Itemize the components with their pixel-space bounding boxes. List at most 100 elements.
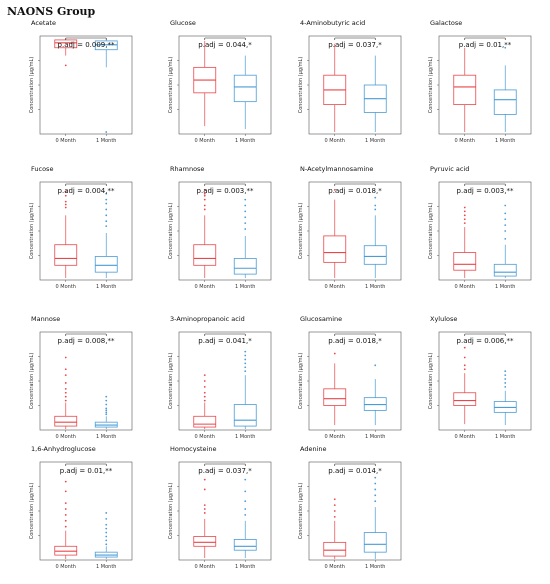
outlier-point [463,356,466,359]
y-axis-label: Concentration (µg/mL) [168,353,174,410]
outlier-point [244,362,247,365]
x-tick-label: 0 Month [195,138,215,144]
boxplot-panel: Adenine Concentration (µg/mL) 0 Month 1 Mon… [297,445,412,578]
boxplot-svg: Concentration (µg/mL) 0 Month 1 Month p.adj… [168,35,272,144]
outlier-point [374,208,377,211]
outlier-point [105,539,108,542]
outlier-point [504,212,507,215]
p-value-annotation: p.adj = 0.008,** [58,337,115,345]
boxplot-panel: Xylulose Concentration (µg/mL) 0 Month 1 Mo… [427,315,542,448]
box-iqr [94,256,118,273]
outlier-point [203,374,206,377]
x-tick-label: 1 Month [365,434,385,440]
outlier-point [105,535,108,538]
outlier-point [244,222,247,225]
outlier-point [504,385,507,388]
outlier-point [203,478,206,481]
plot-frame [308,35,402,135]
plot-frame [39,461,133,561]
outlier-point [203,208,206,211]
boxplot-svg: Concentration (µg/mL) 0 Month 1 Month p.adj… [298,35,402,144]
outlier-point [203,399,206,402]
p-value-annotation: p.adj = 0.003,** [457,187,514,195]
x-tick-label: 0 Month [56,434,76,440]
plot-frame [438,35,532,135]
outlier-point [105,523,108,526]
p-value-annotation: p.adj = 0.01,** [60,467,113,475]
outlier-point [105,409,108,412]
panel-title: Galactose [430,19,463,27]
outlier-point [105,131,108,133]
p-value-annotation: p.adj = 0.009,** [58,41,115,49]
box-iqr [233,258,257,275]
p-value-annotation: p.adj = 0.004,** [58,187,115,195]
outlier-point [374,204,377,207]
outlier-point [463,214,466,217]
outlier-point [244,490,247,493]
outlier-point [105,413,108,416]
outlier-point [64,374,67,377]
boxplot-panel: Mannose Concentration (µg/mL) 0 Month 1 Mon… [28,315,143,448]
outlier-point [203,512,206,514]
outlier-point [463,210,466,213]
boxplot-svg: Concentration (µg/mL) 0 Month 1 Month p.adj… [29,331,133,440]
x-tick-label: 0 Month [195,284,215,290]
boxplot-svg: Concentration (µg/mL) 0 Month 1 Month p.adj… [428,35,532,144]
outlier-point [374,488,377,491]
outlier-point [504,237,507,240]
p-value-annotation: p.adj = 0.018,* [328,337,382,345]
outlier-point [244,354,247,357]
outlier-point [374,196,377,199]
outlier-point [105,407,108,410]
box-iqr [54,244,78,266]
outlier-point [374,476,377,479]
outlier-point [203,204,206,207]
x-tick-label: 0 Month [195,564,215,570]
x-tick-label: 1 Month [365,138,385,144]
p-value-annotation: p.adj = 0.006,** [457,337,514,345]
box-iqr [493,89,517,115]
box-iqr [233,74,257,103]
outlier-point [463,346,466,349]
outlier-point [105,208,108,211]
x-tick-label: 1 Month [365,564,385,570]
outlier-point [64,514,67,516]
outlier-point [244,228,247,230]
panel-title: Mannose [31,315,61,323]
boxplot-panel: Glucose Concentration (µg/mL) 0 Month 1 Mon… [167,19,282,152]
outlier-point [105,411,108,414]
outlier-point [64,368,67,371]
outlier-point [105,527,108,530]
outlier-point [64,387,67,390]
outlier-point [244,210,247,213]
boxplot-panel: 1,6-Anhydroglucose Concentration (µg/mL) 0… [28,445,143,578]
outlier-point [203,385,206,388]
outlier-point [504,378,507,380]
outlier-point [244,500,247,503]
boxplot-svg: Concentration (µg/mL) 0 Month 1 Month p.adj… [29,461,133,570]
p-value-annotation: p.adj = 0.003,** [197,187,254,195]
box-iqr [193,244,217,266]
y-axis-label: Concentration (µg/mL) [298,483,304,540]
p-value-annotation: p.adj = 0.018,* [328,187,382,195]
x-tick-label: 1 Month [365,284,385,290]
outlier-point [244,508,247,510]
x-tick-label: 1 Month [495,138,515,144]
box-iqr [233,539,257,551]
x-tick-label: 0 Month [455,284,475,290]
outlier-point [244,198,247,201]
outlier-point [64,194,67,197]
x-tick-label: 1 Month [495,284,515,290]
panel-title: Homocysteine [170,445,217,453]
outlier-point [504,382,507,384]
boxplot-svg: Concentration (µg/mL) 0 Month 1 Month p.adj… [29,181,133,290]
outlier-point [105,395,108,398]
y-axis-label: Concentration (µg/mL) [298,203,304,260]
outlier-point [203,395,206,398]
outlier-point [374,500,377,503]
box-iqr [233,404,257,427]
panel-title: Xylulose [430,315,458,323]
boxplot-svg: Concentration (µg/mL) 0 Month 1 Month p.adj… [29,35,133,144]
outlier-point [105,225,108,227]
